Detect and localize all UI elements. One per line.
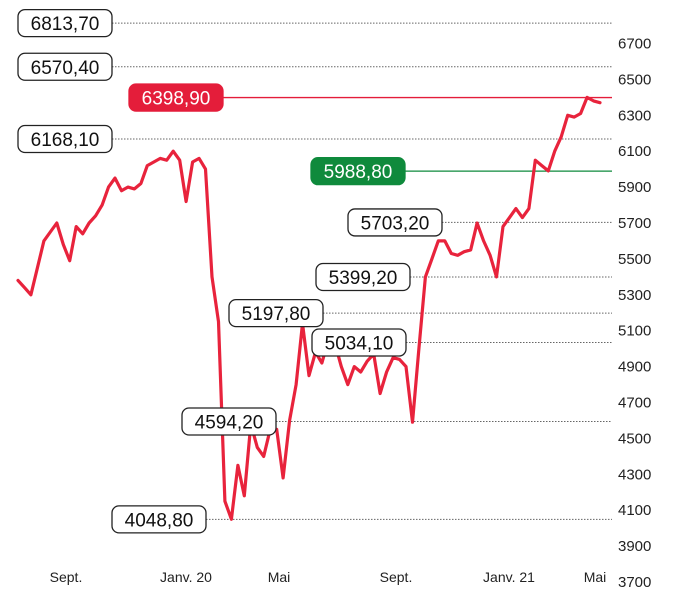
value-label-box [17,124,113,154]
value-label: 6168,10 [31,130,100,151]
reference-lines [112,22,612,520]
y-tick-label: 5100 [618,323,651,340]
x-tick-label: Mai [268,569,291,585]
price-line [16,95,602,521]
value-label: 6813,70 [31,14,100,35]
x-tick-label: Janv. 21 [483,569,535,585]
value-label: 5197,80 [242,304,311,325]
value-label: 6398,90 [142,89,211,110]
x-tick-label: Janv. 20 [160,569,212,585]
value-label-box [128,83,224,112]
y-tick-label: 3900 [618,538,651,555]
value-label: 4048,80 [125,510,194,531]
value-label-box [17,8,113,38]
value-label: 4594,20 [195,412,264,433]
x-axis: Sept. Janv. 20 Mai Sept. Janv. 21 Mai [50,569,607,585]
value-label: 5988,80 [324,162,393,183]
y-tick-label: 5500 [618,251,651,268]
x-tick-label: Sept. [50,569,83,585]
value-label-box [228,298,324,328]
y-tick-label: 5900 [618,179,651,196]
x-tick-label: Mai [584,569,607,585]
value-label-box [347,208,443,237]
y-tick-label: 4900 [618,359,651,376]
y-tick-label: 4500 [618,430,651,447]
y-tick-label: 6300 [618,107,651,124]
value-label: 5703,20 [361,213,430,234]
value-label-box [310,157,406,186]
value-label-box [315,262,411,292]
value-label-box [311,328,407,357]
x-tick-label: Sept. [380,569,413,585]
value-labels: 6813,70 6570,40 6398,90 6168,10 5988,80 5703,… [17,8,443,534]
value-label: 6570,40 [31,58,100,79]
value-label-box [111,505,207,534]
value-label: 5399,20 [329,268,398,289]
series-layer [16,95,602,521]
value-label-box [17,52,113,81]
y-tick-label: 6700 [618,36,651,53]
value-label-box [181,407,277,436]
y-tick-label: 5300 [618,287,651,304]
y-tick-label: 6500 [618,71,651,88]
y-tick-label: 4700 [618,395,651,412]
y-tick-label: 5700 [618,215,651,232]
y-tick-label: 6100 [618,143,651,160]
y-tick-label: 4100 [618,502,651,519]
y-tick-label: 4300 [618,466,651,483]
y-tick-label: 3700 [618,574,651,591]
y-axis: 3700 3900 4100 4300 4500 4700 4900 5100 5300 5500… [618,36,651,592]
value-label: 5034,10 [325,334,394,355]
